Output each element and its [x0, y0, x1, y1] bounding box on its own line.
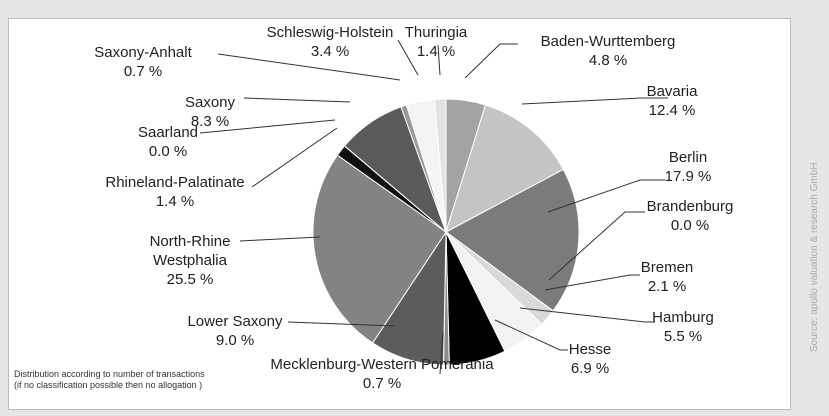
slice-label: Hesse 6.9 % — [569, 340, 612, 378]
leader-line — [547, 179, 665, 213]
value-label: 0.0 % — [148, 143, 188, 160]
leader-line — [397, 39, 419, 76]
leader-line — [464, 43, 518, 79]
category-label: Lower Saxony — [187, 313, 283, 330]
pie-slice — [445, 168, 580, 312]
value-label: 4.8 % — [588, 52, 628, 69]
slice-label: Mecklenburg-Western Pomerania 0.7 % — [270, 355, 493, 393]
pie-slice — [445, 104, 565, 234]
category-label: Bremen — [640, 259, 694, 276]
value-label: 1.4 % — [416, 43, 456, 60]
slice-label: Saxony-Anhalt 0.7 % — [94, 43, 192, 81]
slice-label: Hamburg 5.5 % — [652, 308, 714, 346]
value-label: 0.7 % — [123, 63, 163, 80]
category-label: Saarland — [137, 124, 199, 141]
leader-line — [494, 319, 568, 351]
value-label: 8.3 % — [190, 113, 230, 130]
category-label: Thuringia — [404, 24, 468, 41]
category-label: Bavaria — [646, 83, 698, 100]
slice-label: Thuringia 1.4 % — [405, 23, 468, 61]
leader-line — [544, 274, 640, 291]
slice-label: Schleswig-Holstein 3.4 % — [267, 23, 394, 61]
leader-line — [437, 44, 441, 76]
footnote: Distribution according to number of tran… — [14, 369, 205, 390]
leader-line — [519, 307, 655, 323]
category-label: Mecklenburg-Western Pomerania — [270, 356, 494, 373]
value-label: 12.4 % — [648, 102, 696, 119]
category-label: Rhineland-Palatinate — [105, 174, 245, 191]
slice-label: Brandenburg 0.0 % — [647, 197, 734, 235]
pie-slice — [312, 154, 447, 344]
value-label: 9.0 % — [215, 332, 255, 349]
leader-line — [239, 236, 321, 242]
slice-label: Rhineland-Palatinate 1.4 % — [105, 173, 244, 211]
source: Source: apollo valuation & research GmbH — [809, 162, 820, 352]
slice-label: Bavaria 12.4 % — [647, 82, 698, 120]
leader-line — [251, 127, 338, 188]
value-label: 1.4 % — [155, 193, 195, 210]
category-label: Brandenburg — [646, 198, 734, 215]
category-label: Baden-Wurttemberg — [540, 33, 676, 50]
pie-slice — [433, 98, 447, 233]
value-label: 25.5 % — [166, 271, 214, 288]
category-label: Schleswig-Holstein — [266, 24, 394, 41]
leader-line — [199, 119, 336, 134]
slice-label: Berlin 17.9 % — [665, 148, 712, 186]
value-label: 17.9 % — [664, 168, 712, 185]
leader-line — [521, 97, 668, 105]
value-label: 3.4 % — [310, 43, 350, 60]
slice-label: Baden-Wurttemberg 4.8 % — [541, 32, 676, 70]
slice-label: North-Rhine Westphalia 25.5 % — [135, 232, 245, 289]
leader-line — [548, 211, 645, 281]
value-label: 0.0 % — [670, 217, 710, 234]
value-label: 2.1 % — [647, 278, 687, 295]
category-label: Berlin — [668, 149, 708, 166]
category-label: North-Rhine Westphalia — [149, 233, 231, 269]
leader-line — [287, 321, 396, 327]
value-label: 6.9 % — [570, 360, 610, 377]
category-label: Saxony — [184, 94, 236, 111]
category-label: Saxony-Anhalt — [94, 44, 192, 61]
value-label: 0.7 % — [362, 375, 402, 392]
slice-label: Bremen 2.1 % — [641, 258, 694, 296]
category-label: Hesse — [568, 341, 612, 358]
leader-line — [243, 97, 351, 103]
slice-label: Saarland 0.0 % — [138, 123, 198, 161]
leader-line — [439, 331, 444, 375]
leader-line — [217, 53, 401, 81]
slice-label: Saxony 8.3 % — [185, 93, 235, 131]
slice-label: Lower Saxony 9.0 % — [187, 312, 282, 350]
value-label: 5.5 % — [663, 328, 703, 345]
category-label: Hamburg — [652, 309, 714, 326]
